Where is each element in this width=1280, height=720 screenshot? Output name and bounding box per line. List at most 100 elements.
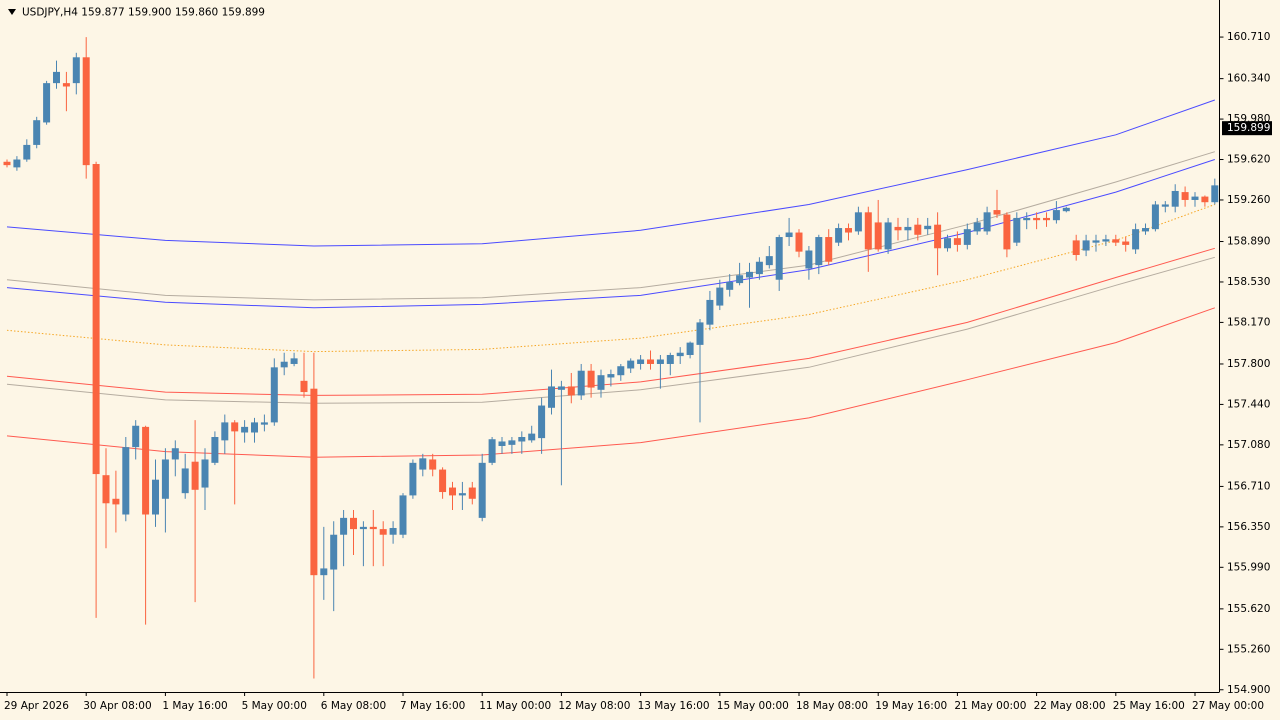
candle-body xyxy=(1211,185,1219,203)
chart-header: USDJPY,H4 159.877 159.900 159.860 159.89… xyxy=(22,7,265,19)
candle-body xyxy=(1201,196,1209,203)
candle-body xyxy=(1191,196,1199,200)
candle-body xyxy=(62,83,70,87)
candle-body xyxy=(914,224,922,235)
candle-body xyxy=(755,261,763,275)
candle-body xyxy=(904,226,912,231)
candle-body xyxy=(13,159,21,168)
x-tick-label: 6 May 08:00 xyxy=(321,700,386,712)
candle-body xyxy=(82,57,90,166)
candle-body xyxy=(161,459,169,499)
candle-body xyxy=(320,568,328,576)
candle-body xyxy=(369,526,377,530)
candle-body xyxy=(993,210,1001,215)
x-tick-label: 22 May 08:00 xyxy=(1034,700,1106,712)
x-tick-label: 30 Apr 08:00 xyxy=(83,700,151,712)
candle-body xyxy=(1003,214,1011,250)
y-tick-label: 158.890 xyxy=(1227,236,1270,248)
candle-body xyxy=(647,359,654,364)
candle-body xyxy=(1142,228,1149,232)
candle-body xyxy=(716,287,724,306)
candle-body xyxy=(686,342,694,355)
candle-body xyxy=(310,388,318,576)
candle-body xyxy=(449,487,456,496)
candle-body xyxy=(270,367,278,423)
candle-body xyxy=(726,281,734,290)
y-tick-label: 156.710 xyxy=(1227,480,1270,492)
candle-body xyxy=(181,468,189,494)
candle-body xyxy=(1072,240,1080,256)
candle-body xyxy=(785,232,793,238)
indicator-line xyxy=(6,159,1215,309)
candle-body xyxy=(260,422,268,425)
candle-body xyxy=(1102,239,1110,242)
candle-body xyxy=(1151,204,1159,230)
candle-body xyxy=(72,57,80,84)
candle-body xyxy=(211,436,219,463)
x-tick-label: 27 May 00:00 xyxy=(1192,700,1264,712)
indicator-line xyxy=(6,247,1215,396)
x-tick-label: 7 May 16:00 xyxy=(400,700,465,712)
candle-body xyxy=(280,361,288,368)
y-tick-label: 158.170 xyxy=(1227,316,1270,328)
candle-body xyxy=(963,229,971,245)
plot-area xyxy=(3,37,1219,679)
candle-body xyxy=(548,386,555,408)
candle-body xyxy=(666,354,674,364)
candle-body xyxy=(607,374,615,378)
y-tick-label: 157.440 xyxy=(1227,398,1270,410)
y-tick-label: 160.340 xyxy=(1227,73,1270,85)
candle-body xyxy=(340,517,348,535)
x-tick-label: 18 May 08:00 xyxy=(796,700,868,712)
candle-body xyxy=(1112,239,1120,243)
candle-body xyxy=(924,225,932,230)
candle-body xyxy=(1181,192,1189,200)
candle-body xyxy=(973,222,981,232)
candle-body xyxy=(389,527,397,535)
candle-body xyxy=(33,120,41,145)
candle-body xyxy=(874,222,882,250)
candle-body xyxy=(201,459,209,488)
candle-body xyxy=(577,370,585,396)
candle-body xyxy=(290,358,298,364)
candle-body xyxy=(983,212,991,232)
x-tick-label: 29 Apr 2026 xyxy=(4,700,69,712)
candle-body xyxy=(1023,217,1031,221)
candle-body xyxy=(478,462,486,518)
y-tick-label: 157.800 xyxy=(1227,358,1270,370)
candle-body xyxy=(805,250,813,269)
x-tick-label: 15 May 00:00 xyxy=(717,700,789,712)
candle-body xyxy=(488,439,496,463)
candle-body xyxy=(92,164,100,475)
menu-arrow[interactable] xyxy=(8,9,16,15)
candle-body xyxy=(171,448,179,460)
candle-body xyxy=(350,517,357,530)
candle-body xyxy=(102,475,110,504)
candle-body xyxy=(567,386,575,396)
x-tick-label: 11 May 00:00 xyxy=(479,700,551,712)
candle-body xyxy=(112,498,120,505)
candle-body xyxy=(251,422,258,433)
y-tick-label: 156.350 xyxy=(1227,521,1270,533)
candle-body xyxy=(1161,204,1169,207)
x-tick-label: 21 May 00:00 xyxy=(954,700,1026,712)
candle-body xyxy=(1052,210,1060,221)
candle-body xyxy=(706,299,714,325)
candle-body xyxy=(795,232,803,252)
candle-body xyxy=(498,441,506,446)
current-price-label: 159.899 xyxy=(1227,122,1270,134)
candle-body xyxy=(1171,190,1179,207)
x-tick-label: 19 May 16:00 xyxy=(875,700,947,712)
candle-body xyxy=(132,425,140,448)
candle-body xyxy=(825,237,833,262)
candle-body xyxy=(439,469,447,493)
candle-body xyxy=(53,71,60,84)
candle-body xyxy=(241,426,249,433)
candle-body xyxy=(627,360,635,369)
candle-body xyxy=(775,237,783,280)
candle-body xyxy=(468,487,476,499)
x-tick-label: 5 May 00:00 xyxy=(242,700,307,712)
candle-body xyxy=(142,426,150,515)
